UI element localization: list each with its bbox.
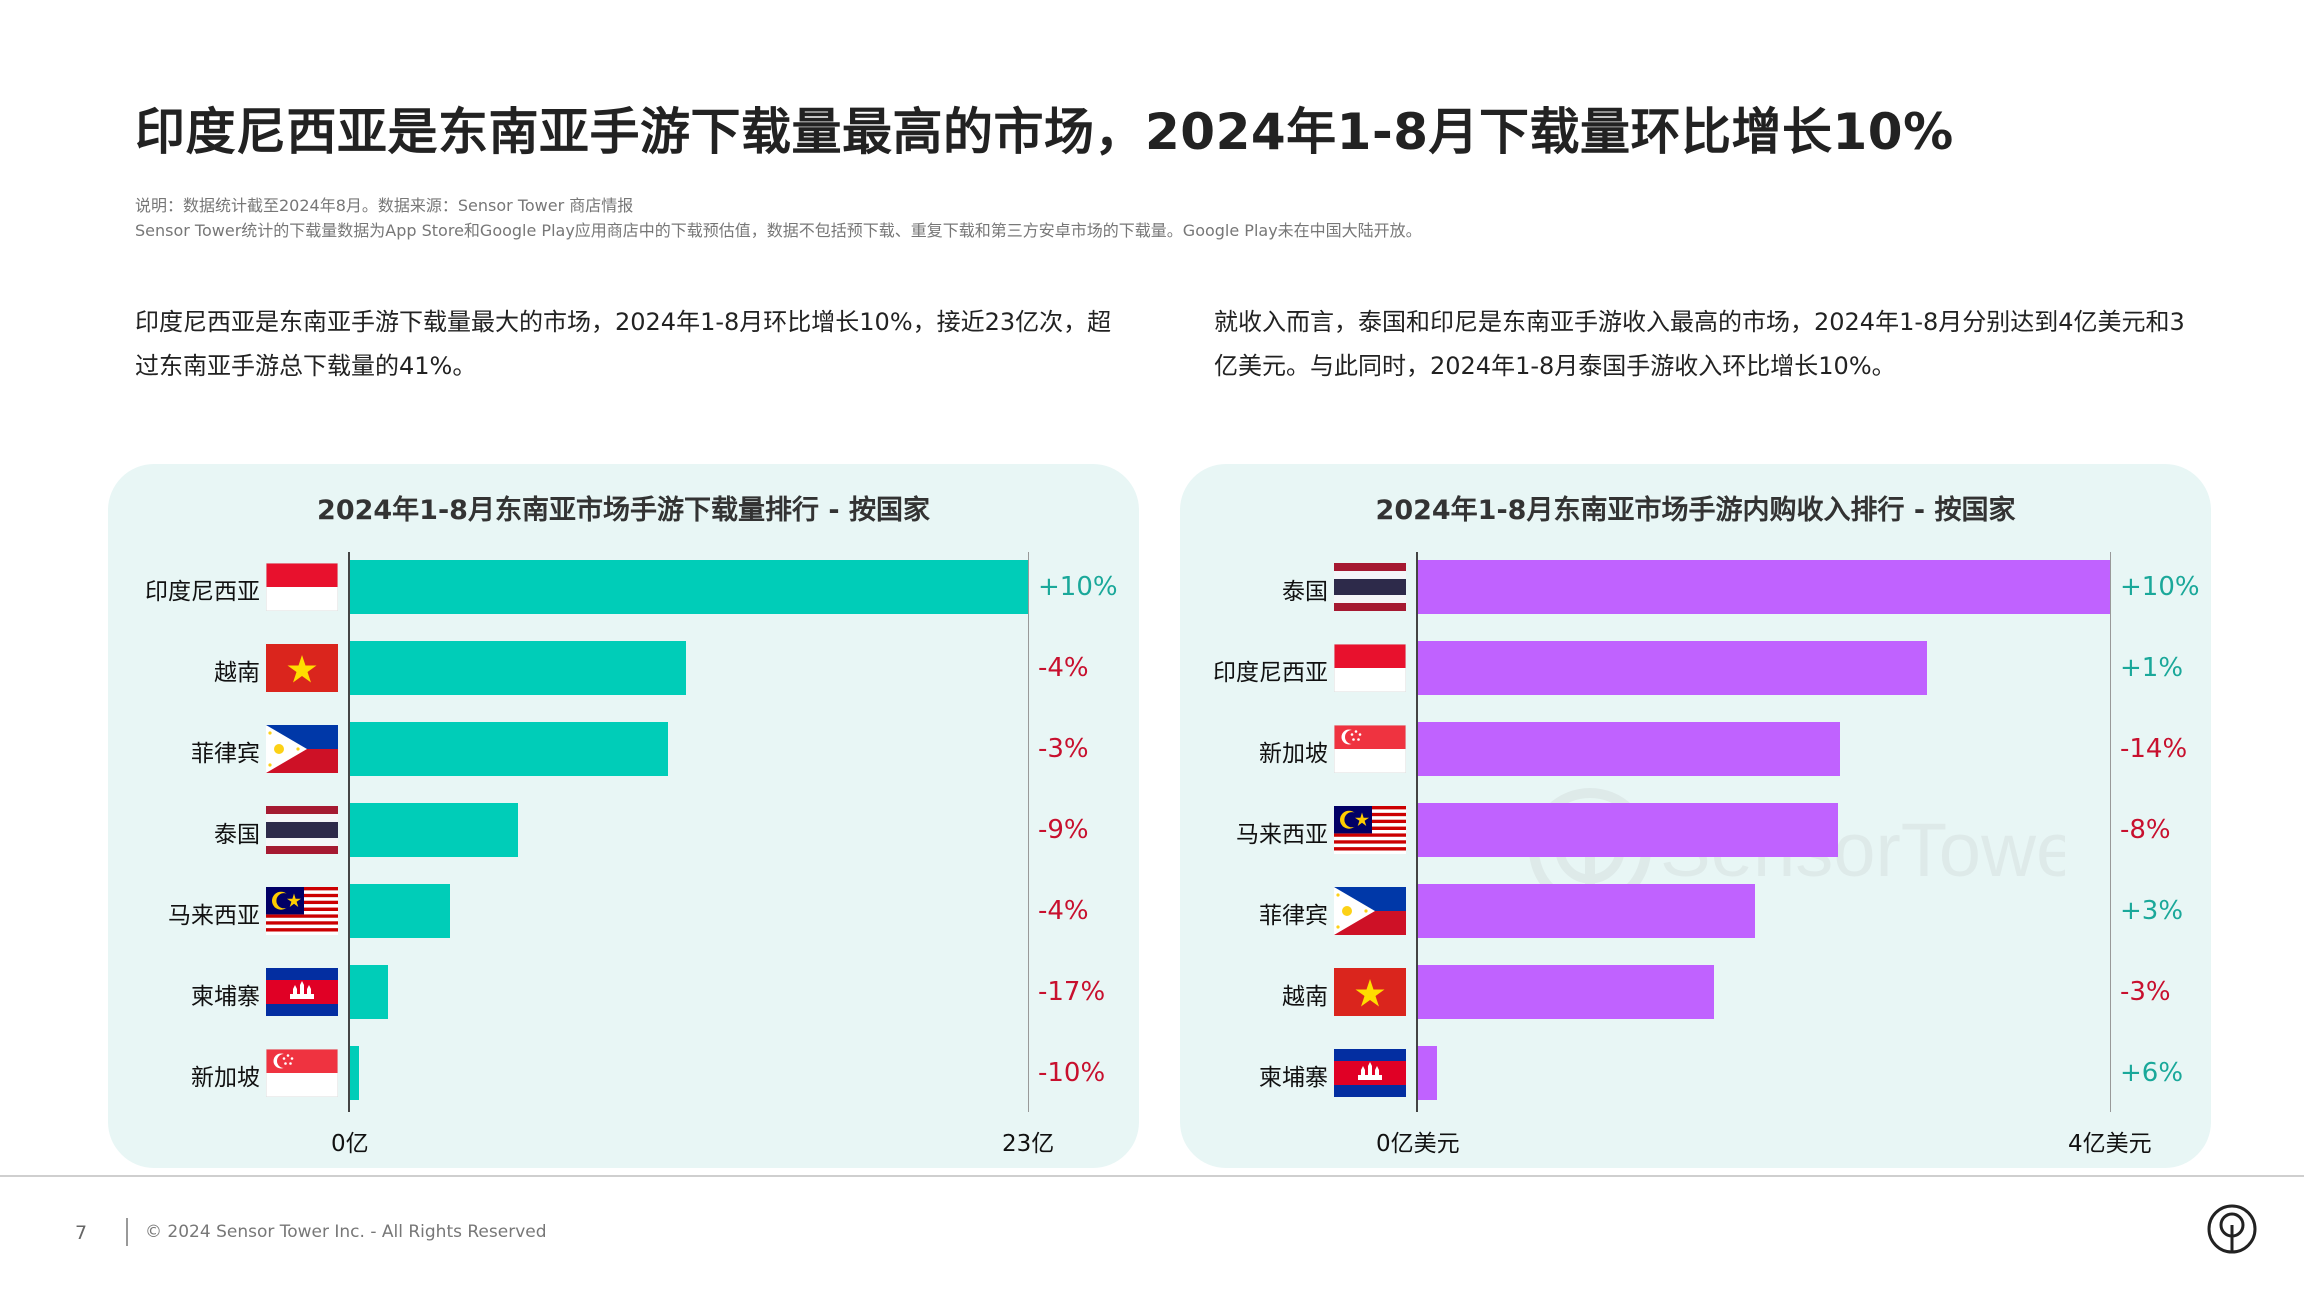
data-bar (350, 560, 1028, 614)
data-bar (1418, 884, 1756, 938)
revenue-chart-title: 2024年1-8月东南亚市场手游内购收入排行 - 按国家 (1375, 495, 2016, 526)
data-bar (1418, 965, 1714, 1019)
data-bar (350, 1046, 359, 1100)
y-axis-line (348, 552, 350, 1112)
thailand-flag-icon (266, 806, 338, 854)
revenue-summary: 就收入而言，泰国和印尼是东南亚手游收入最高的市场，2024年1-8月分别达到4亿… (1214, 308, 2185, 380)
data-bar (1418, 560, 2110, 614)
cambodia-flag-icon (1334, 1049, 1406, 1097)
data-bar (1418, 1046, 1438, 1100)
download-summary: 印度尼西亚是东南亚手游下载量最大的市场，2024年1-8月环比增长10%，接近2… (135, 308, 1112, 380)
revenue-chart-panel: 2024年1-8月东南亚市场手游内购收入排行 - 按国家 SensorTower… (1180, 464, 2211, 1168)
country-label: 柬埔寨 (1259, 1065, 1328, 1091)
change-label: -8% (2120, 815, 2171, 845)
data-bar (1418, 803, 1839, 857)
data-bar (350, 641, 687, 695)
singapore-flag-icon (266, 1049, 338, 1097)
data-note-detail: Sensor Tower统计的下载量数据为App Store和Google Pl… (135, 221, 1422, 240)
change-label: -9% (1038, 815, 1089, 845)
country-label: 新加坡 (1259, 741, 1328, 767)
country-label: 印度尼西亚 (145, 579, 260, 605)
indonesia-flag-icon (1334, 644, 1406, 692)
country-label: 柬埔寨 (191, 984, 260, 1010)
sensor-tower-logo-icon (2207, 1204, 2257, 1254)
x-tick-label: 23亿 (1002, 1131, 1055, 1157)
country-label: 马来西亚 (1236, 822, 1328, 848)
data-bar (1418, 722, 1841, 776)
data-note: 说明：数据统计截至2024年8月。数据来源：Sensor Tower 商店情报 (135, 196, 634, 215)
change-label: -3% (2120, 977, 2171, 1007)
philippines-flag-icon (1334, 887, 1406, 935)
max-reference-line (2110, 552, 2111, 1112)
country-label: 印度尼西亚 (1213, 660, 1328, 686)
data-bar (350, 965, 389, 1019)
country-label: 泰国 (1282, 579, 1328, 605)
singapore-flag-icon (1334, 725, 1406, 773)
max-reference-line (1028, 552, 1029, 1112)
page-title: 印度尼西亚是东南亚手游下载量最高的市场，2024年1-8月下载量环比增长10% (135, 103, 1954, 161)
indonesia-flag-icon (266, 563, 338, 611)
download-chart-title: 2024年1-8月东南亚市场手游下载量排行 - 按国家 (317, 495, 930, 526)
data-bar (350, 884, 451, 938)
change-label: -4% (1038, 653, 1089, 683)
country-label: 越南 (1282, 984, 1328, 1010)
x-tick-label: 0亿 (331, 1131, 369, 1157)
data-bar (1418, 641, 1927, 695)
malaysia-flag-icon (1334, 806, 1406, 854)
footer-divider (0, 1175, 2304, 1177)
change-label: -14% (2120, 734, 2188, 764)
thailand-flag-icon (1334, 563, 1406, 611)
country-label: 菲律宾 (1259, 903, 1328, 929)
change-label: -10% (1038, 1058, 1106, 1088)
change-label: -3% (1038, 734, 1089, 764)
x-tick-label: 0亿美元 (1376, 1131, 1460, 1157)
x-tick-label: 4亿美元 (2068, 1131, 2152, 1157)
country-label: 马来西亚 (168, 903, 260, 929)
download-chart-panel: 2024年1-8月东南亚市场手游下载量排行 - 按国家 印度尼西亚 +10% 越南 -… (108, 464, 1139, 1168)
vietnam-flag-icon (266, 644, 338, 692)
change-label: -17% (1038, 977, 1106, 1007)
country-label: 新加坡 (191, 1065, 260, 1091)
change-label: -4% (1038, 896, 1089, 926)
vietnam-flag-icon (1334, 968, 1406, 1016)
page-number: 7 (75, 1222, 88, 1244)
change-label: +3% (2120, 896, 2184, 926)
country-label: 菲律宾 (191, 741, 260, 767)
change-label: +6% (2120, 1058, 2184, 1088)
cambodia-flag-icon (266, 968, 338, 1016)
philippines-flag-icon (266, 725, 338, 773)
copyright: © 2024 Sensor Tower Inc. - All Rights Re… (145, 1222, 547, 1242)
malaysia-flag-icon (266, 887, 338, 935)
change-label: +10% (1038, 572, 1118, 602)
change-label: +1% (2120, 653, 2184, 683)
change-label: +10% (2120, 572, 2200, 602)
country-label: 越南 (214, 660, 260, 686)
data-bar (350, 722, 669, 776)
country-label: 泰国 (214, 822, 260, 848)
y-axis-line (1416, 552, 1418, 1112)
footer-separator (126, 1218, 128, 1246)
data-bar (350, 803, 519, 857)
